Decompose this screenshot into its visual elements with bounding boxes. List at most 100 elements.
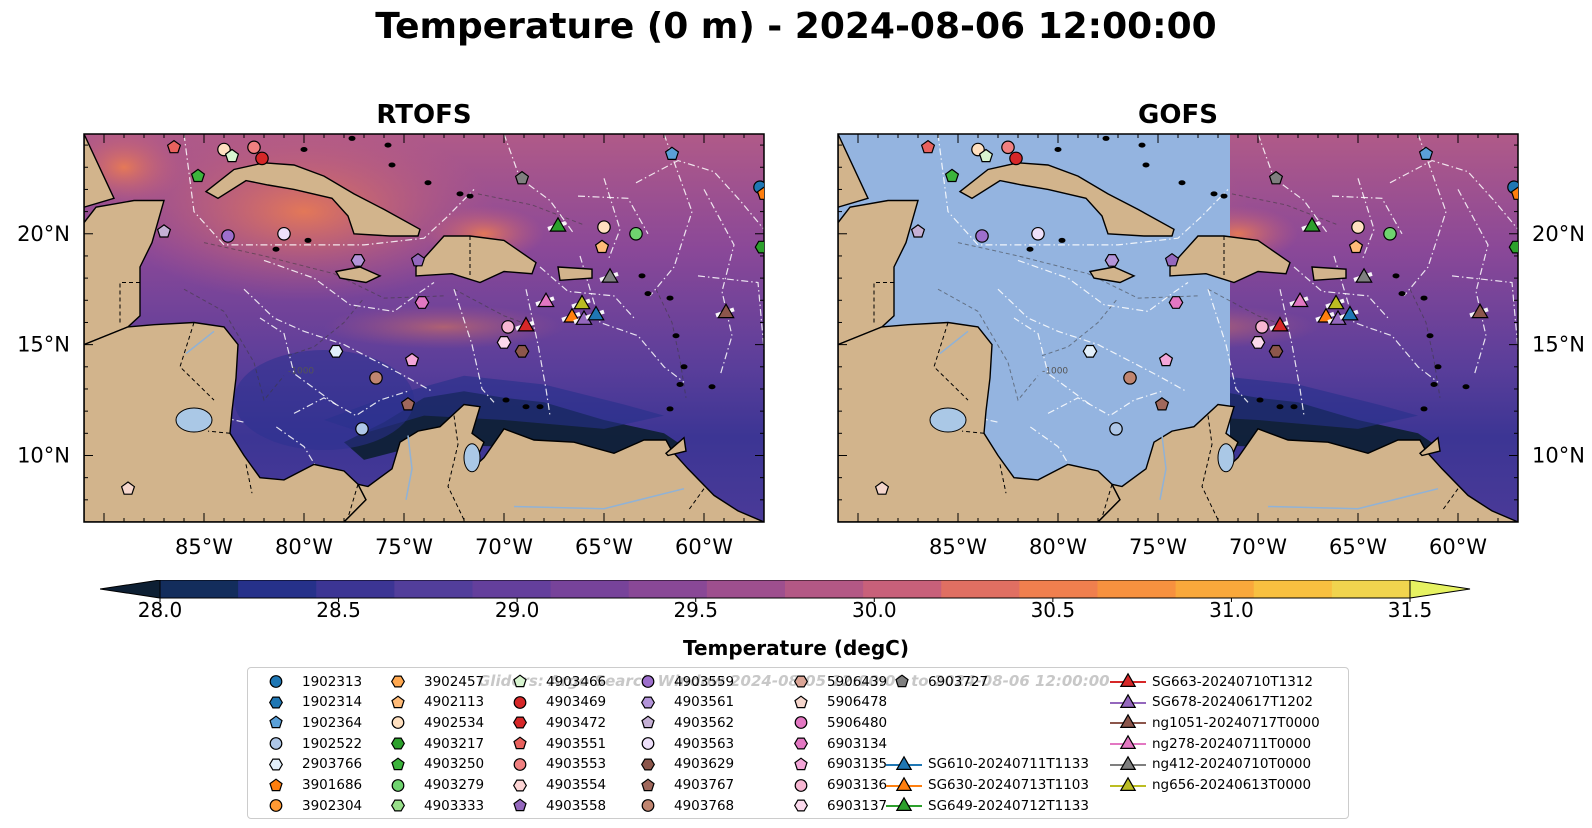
legend-label: 6903136 [827, 777, 888, 793]
legend-item-4903466: 4903466 [500, 671, 606, 692]
float-marker-4903768[interactable] [369, 371, 383, 385]
float-marker-4903629[interactable] [514, 344, 530, 358]
lon-tick-label: 85°W [175, 535, 233, 559]
float-marker-4903553[interactable] [247, 140, 261, 155]
float-marker-4903562[interactable] [156, 224, 172, 238]
float-marker-6903727[interactable] [1268, 170, 1284, 185]
float-marker-4903250[interactable] [190, 168, 206, 183]
float-marker-4903629[interactable] [1268, 344, 1284, 358]
float-marker-4903466[interactable] [224, 148, 240, 163]
glider-marker-ng278-20240711T0000[interactable] [537, 292, 555, 308]
float-marker-2903766[interactable] [1082, 344, 1098, 358]
legend-glider-triangle-icon [1110, 734, 1146, 750]
float-marker-6903134[interactable] [1168, 296, 1184, 309]
float-marker-4903469[interactable] [255, 151, 269, 166]
float-marker-4903551[interactable] [166, 139, 182, 154]
float-marker-4903250[interactable] [944, 168, 960, 183]
float-marker-4903553[interactable] [1001, 140, 1015, 155]
glider-marker-ng1051-20240717T0000[interactable] [717, 302, 735, 319]
float-marker-1902522[interactable] [355, 422, 369, 436]
colorbar-segment [863, 580, 942, 598]
float-marker-1902364[interactable] [1418, 146, 1434, 160]
float-marker-4903217[interactable] [754, 240, 768, 254]
float-marker-6903727[interactable] [514, 170, 530, 185]
legend-marker-icon [641, 758, 655, 771]
float-marker-4903562[interactable] [910, 224, 926, 238]
float-marker-4903279[interactable] [1383, 226, 1397, 241]
float-marker-6903134[interactable] [414, 296, 430, 309]
float-marker-1902364[interactable] [664, 146, 680, 160]
legend-label: 4903558 [546, 797, 607, 814]
float-marker-6903135[interactable] [1158, 352, 1174, 367]
glider-marker-ng278-20240711T0000[interactable] [1291, 292, 1309, 308]
float-marker-4902113[interactable] [594, 239, 610, 254]
legend-marker-icon [513, 778, 527, 791]
float-marker-3901686[interactable] [756, 186, 771, 200]
glider-marker-SG630-20240713T1103[interactable] [1317, 307, 1335, 323]
legend-marker-icon [794, 675, 808, 688]
glider-marker-ng656-20240613T0000[interactable] [1327, 294, 1345, 310]
legend-glider-triangle-icon [886, 776, 922, 791]
float-marker-4902113[interactable] [1348, 239, 1364, 254]
legend-item-4903551: 4903551 [500, 733, 606, 754]
float-marker-3901686[interactable] [1510, 186, 1525, 200]
float-marker-4903767[interactable] [400, 397, 416, 411]
colorbar-segment [628, 580, 708, 598]
float-marker-4903561[interactable] [1104, 253, 1120, 267]
float-marker-6903136[interactable] [1255, 320, 1269, 334]
float-marker-2903766[interactable] [328, 344, 344, 358]
glider-marker-ng412-20240710T0000[interactable] [1355, 267, 1373, 283]
contour-label: -1000 [288, 366, 314, 376]
float-marker-4903279[interactable] [629, 226, 643, 241]
float-marker-4903768[interactable] [1123, 371, 1137, 385]
glider-marker-SG630-20240713T1103[interactable] [563, 307, 581, 323]
legend-label: 2903766 [302, 756, 363, 773]
glider-marker-ng656-20240613T0000[interactable] [573, 294, 591, 310]
float-marker-6903136[interactable] [501, 320, 515, 334]
float-marker-4903217[interactable] [1508, 240, 1522, 254]
float-marker-4903559[interactable] [221, 229, 235, 243]
float-marker-4902534[interactable] [1351, 220, 1365, 234]
float-marker-6903137[interactable] [496, 336, 512, 349]
legend-label: 4902113 [424, 694, 485, 711]
float-marker-4903469[interactable] [1009, 151, 1023, 166]
float-marker-5906478[interactable] [874, 481, 890, 495]
glider-marker-ng1051-20240717T0000[interactable] [1471, 302, 1489, 319]
glider-marker-SG610-20240711T1133[interactable] [1341, 305, 1359, 321]
glider-marker-ng412-20240710T0000[interactable] [601, 267, 619, 283]
float-marker-4903563[interactable] [1031, 226, 1045, 241]
float-marker-4903466[interactable] [978, 148, 994, 163]
glider-marker-SG610-20240711T1133[interactable] [587, 305, 605, 321]
glider-marker-SG649-20240712T1133[interactable] [549, 216, 567, 232]
float-marker-4903551[interactable] [920, 139, 936, 154]
legend-item-6903135: 6903135 [781, 754, 887, 775]
legend-glider-triangle-icon [1110, 713, 1146, 729]
float-marker-4903561[interactable] [350, 253, 366, 267]
float-marker-1902522[interactable] [1109, 422, 1123, 436]
float-marker-4903558[interactable] [1164, 252, 1180, 267]
glider-marker-SG663-20240710T1312[interactable] [517, 316, 535, 332]
glider-marker-SG663-20240710T1312[interactable] [1271, 316, 1289, 332]
legend-item-SG663-20240710T1312: SG663-20240710T1312 [1106, 671, 1313, 692]
legend-label: 1902314 [302, 694, 363, 711]
colorbar-segment [160, 580, 239, 598]
float-marker-4903559[interactable] [975, 229, 989, 243]
legend-marker-icon [391, 675, 405, 688]
legend-label: 4903279 [424, 777, 485, 793]
float-marker-5906478[interactable] [120, 481, 136, 495]
float-marker-6903137[interactable] [1250, 336, 1266, 349]
legend-label: 4903559 [674, 673, 735, 690]
legend-marker-icon [513, 798, 527, 812]
float-marker-4902534[interactable] [597, 220, 611, 234]
legend-item-SG630-20240713T1103: SG630-20240713T1103 [882, 775, 1089, 796]
legend-label: 1902364 [302, 714, 363, 731]
glider-marker-SG649-20240712T1133[interactable] [1303, 216, 1321, 232]
float-marker-6903135[interactable] [404, 352, 420, 367]
legend-item-4903279: 4903279 [378, 775, 484, 796]
legend-item-1902313: 1902313 [256, 671, 362, 692]
legend-item-1902522: 1902522 [256, 733, 362, 754]
float-marker-4903767[interactable] [1154, 397, 1170, 411]
float-marker-4903563[interactable] [277, 226, 291, 241]
float-marker-4903558[interactable] [410, 252, 426, 267]
legend-marker-icon [391, 695, 405, 708]
